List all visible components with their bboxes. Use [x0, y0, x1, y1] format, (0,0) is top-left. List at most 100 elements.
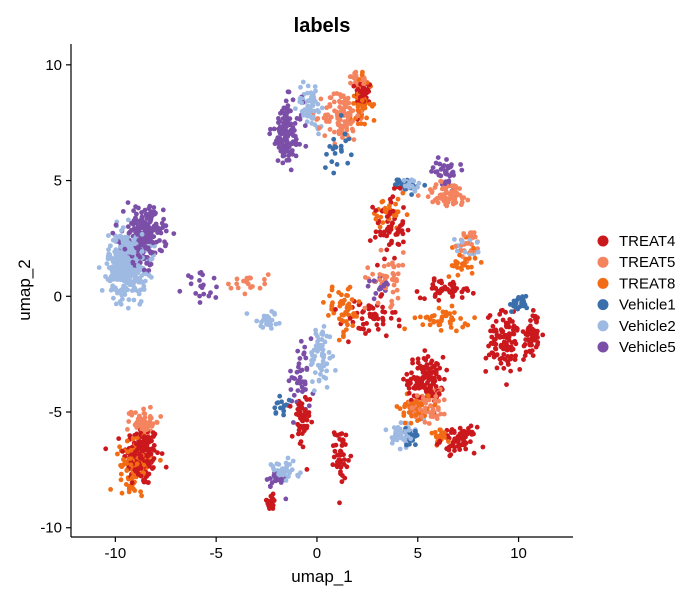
- data-point-Vehicle2: [326, 350, 332, 355]
- data-point-Vehicle5: [161, 216, 167, 222]
- data-point-TREAT5: [430, 406, 436, 412]
- data-point-TREAT5: [433, 394, 439, 399]
- data-point-TREAT4: [377, 229, 383, 235]
- data-point-TREAT5: [315, 116, 321, 121]
- data-point-Vehicle2: [395, 425, 401, 430]
- data-point-TREAT4: [270, 502, 276, 508]
- data-point-Vehicle2: [318, 371, 323, 377]
- data-point-Vehicle5: [264, 477, 270, 482]
- data-point-Vehicle2: [271, 467, 277, 473]
- data-point-TREAT4: [155, 450, 160, 456]
- data-point-Vehicle5: [158, 230, 164, 236]
- data-point-TREAT4: [510, 319, 515, 324]
- data-point-Vehicle5: [280, 138, 286, 143]
- data-point-Vehicle2: [308, 362, 314, 368]
- data-point-TREAT4: [474, 424, 480, 430]
- data-point-TREAT4: [431, 377, 437, 382]
- data-point-Vehicle5: [143, 245, 149, 251]
- data-point-TREAT4: [382, 256, 387, 262]
- data-point-Vehicle1: [283, 402, 289, 408]
- data-point-TREAT8: [409, 401, 414, 407]
- data-point-Vehicle5: [297, 141, 302, 147]
- data-point-TREAT8: [378, 214, 384, 220]
- data-point-TREAT5: [348, 110, 353, 116]
- data-point-Vehicle5: [142, 226, 148, 232]
- data-point-TREAT5: [451, 196, 457, 201]
- data-point-Vehicle1: [334, 162, 340, 167]
- data-point-TREAT8: [134, 461, 140, 467]
- data-point-Vehicle5: [211, 275, 217, 281]
- data-point-TREAT5: [459, 202, 464, 208]
- data-point-TREAT8: [127, 456, 133, 461]
- data-point-TREAT4: [396, 323, 402, 329]
- data-point-Vehicle2: [319, 353, 325, 358]
- data-point-Vehicle2: [122, 276, 127, 282]
- data-point-Vehicle5: [150, 240, 156, 246]
- x-tick-label: 0: [313, 545, 321, 562]
- data-point-Vehicle2: [269, 317, 275, 323]
- data-point-Vehicle5: [308, 336, 314, 342]
- data-point-TREAT8: [371, 118, 377, 123]
- data-point-TREAT5: [370, 271, 375, 277]
- x-tick-label: -5: [209, 545, 222, 562]
- data-point-TREAT5: [242, 291, 248, 297]
- data-point-TREAT4: [359, 90, 365, 96]
- data-point-Vehicle1: [520, 294, 525, 300]
- data-point-Vehicle5: [268, 484, 273, 490]
- data-point-TREAT8: [362, 121, 367, 127]
- data-point-TREAT4: [431, 278, 437, 283]
- data-point-TREAT8: [341, 332, 346, 338]
- data-point-TREAT5: [453, 184, 459, 189]
- data-point-TREAT4: [450, 279, 456, 285]
- data-point-Vehicle2: [281, 469, 287, 474]
- data-point-TREAT5: [436, 398, 442, 404]
- data-point-TREAT4: [416, 385, 422, 391]
- data-point-Vehicle2: [108, 287, 114, 293]
- data-point-TREAT8: [351, 101, 356, 106]
- data-point-TREAT4: [442, 376, 447, 382]
- data-point-Vehicle2: [304, 113, 310, 119]
- data-point-TREAT4: [449, 429, 455, 435]
- data-point-Vehicle5: [113, 222, 119, 228]
- data-point-Vehicle5: [291, 375, 297, 381]
- data-point-TREAT8: [412, 315, 418, 321]
- data-point-Vehicle2: [126, 270, 132, 276]
- data-point-TREAT4: [163, 464, 169, 470]
- data-point-Vehicle2: [311, 388, 317, 394]
- data-point-Vehicle5: [188, 281, 194, 287]
- data-point-Vehicle5: [201, 291, 207, 297]
- data-point-TREAT5: [391, 264, 397, 270]
- data-point-TREAT8: [437, 427, 443, 433]
- data-point-TREAT8: [367, 101, 373, 107]
- data-point-Vehicle1: [413, 428, 418, 434]
- data-point-Vehicle5: [365, 283, 371, 289]
- data-point-TREAT4: [367, 238, 373, 244]
- data-point-TREAT5: [332, 129, 337, 135]
- data-point-Vehicle2: [289, 467, 295, 473]
- data-point-Vehicle2: [391, 435, 396, 440]
- data-point-TREAT5: [132, 422, 138, 428]
- data-point-TREAT4: [439, 288, 445, 294]
- data-point-TREAT4: [425, 366, 431, 371]
- data-point-TREAT5: [441, 397, 447, 403]
- y-tick-label: -10: [40, 520, 62, 537]
- data-point-TREAT5: [414, 393, 420, 398]
- data-point-TREAT4: [494, 332, 500, 338]
- data-point-Vehicle2: [141, 283, 147, 289]
- data-point-TREAT4: [451, 286, 456, 292]
- data-point-TREAT5: [447, 195, 453, 201]
- data-point-Vehicle2: [136, 291, 142, 297]
- data-point-Vehicle5: [284, 157, 290, 163]
- data-point-TREAT5: [377, 277, 383, 283]
- data-point-TREAT8: [349, 297, 355, 302]
- data-point-Vehicle2: [305, 103, 311, 109]
- data-point-Vehicle5: [283, 98, 289, 104]
- data-point-TREAT4: [341, 461, 347, 467]
- data-point-TREAT4: [463, 446, 469, 452]
- data-point-TREAT5: [353, 69, 359, 75]
- data-point-Vehicle5: [131, 208, 137, 214]
- data-point-TREAT4: [520, 329, 526, 334]
- data-point-Vehicle5: [434, 169, 440, 175]
- data-point-Vehicle2: [96, 265, 102, 270]
- data-point-TREAT5: [465, 241, 471, 246]
